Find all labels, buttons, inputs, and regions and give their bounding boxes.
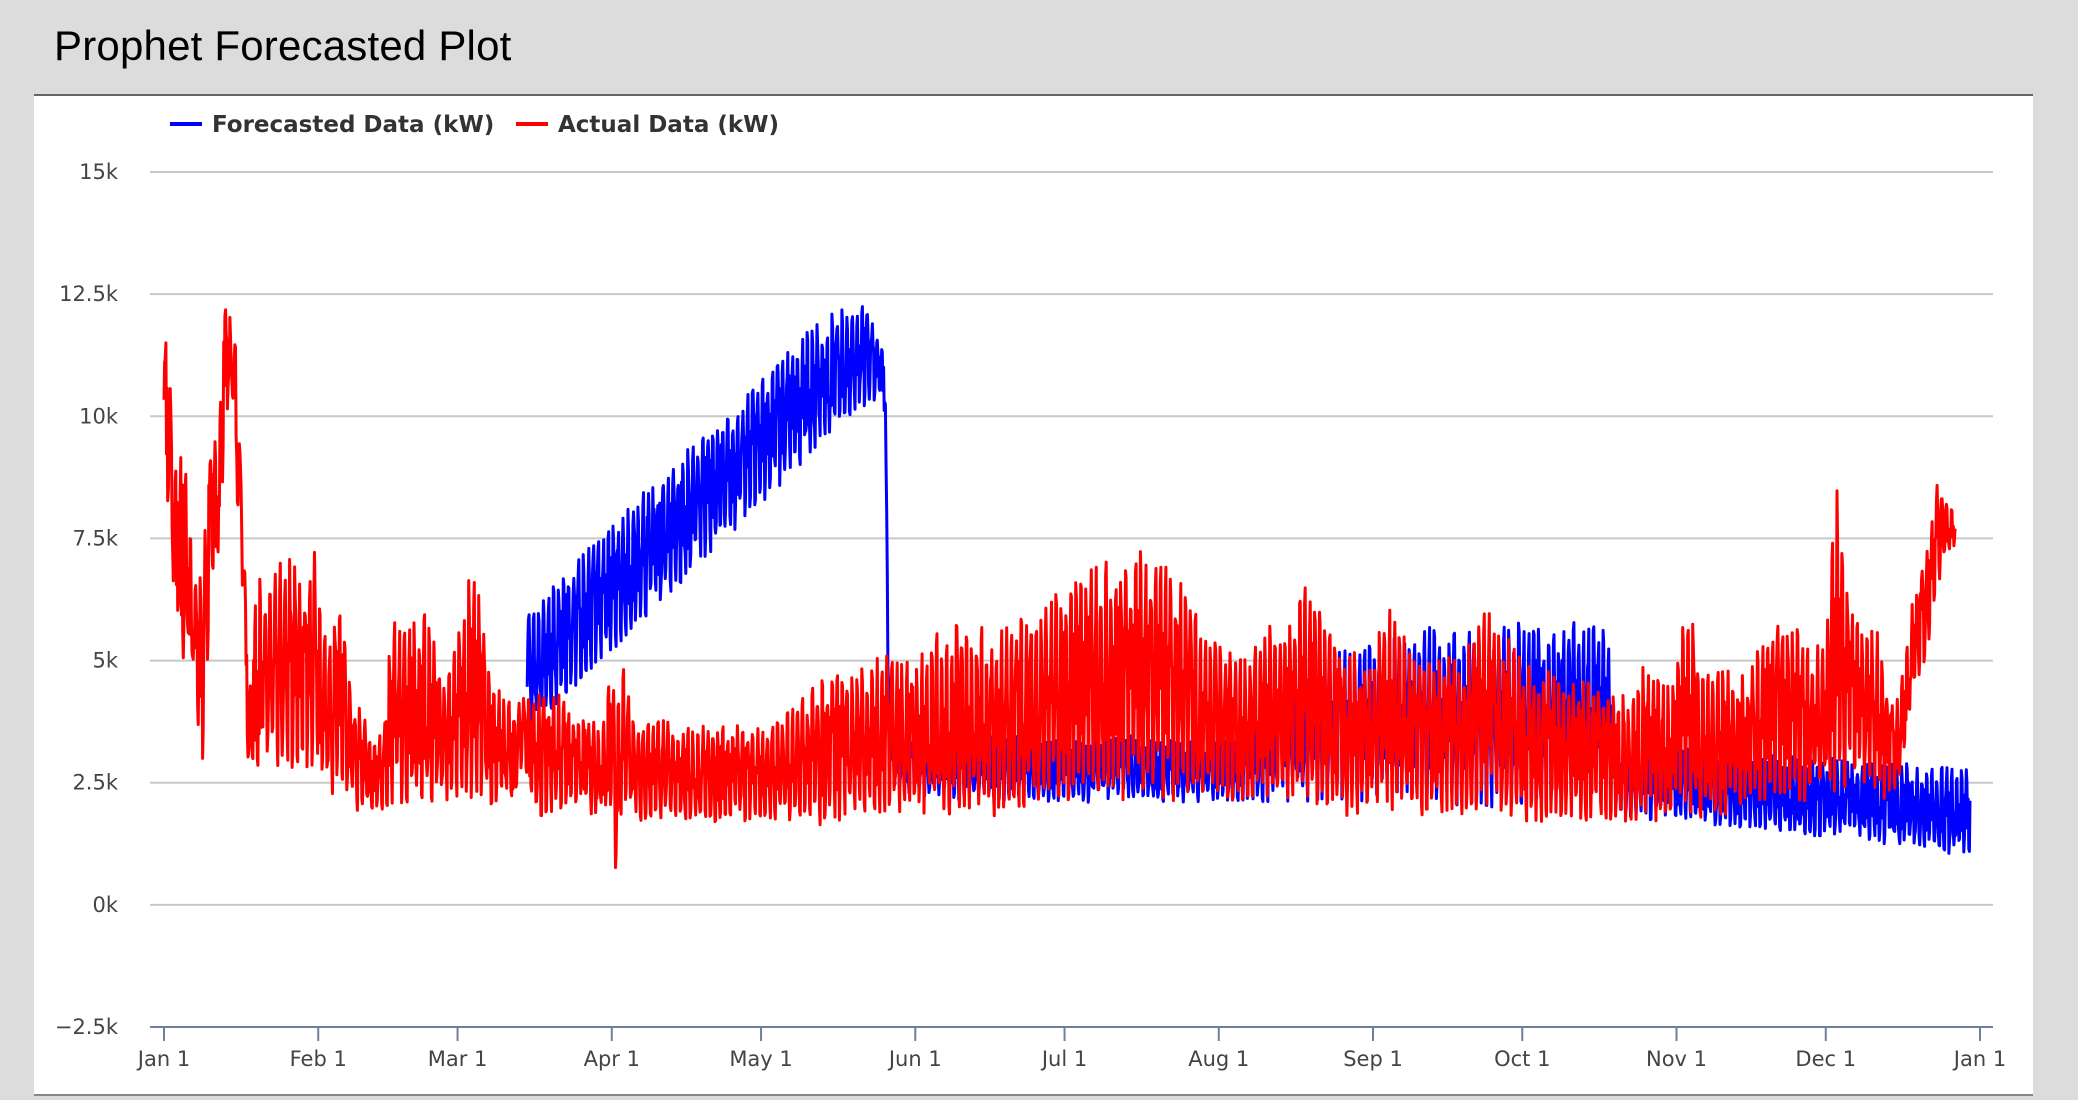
x-tick-label: Aug 1 [1188, 1047, 1249, 1071]
y-tick-label: 5k [92, 649, 118, 673]
x-tick-label: Feb 1 [290, 1047, 347, 1071]
legend-label: Forecasted Data (kW) [212, 112, 494, 138]
x-tick-label: Jan 1 [136, 1047, 190, 1071]
x-tick-label: Sep 1 [1343, 1047, 1403, 1071]
x-tick-label: Oct 1 [1494, 1047, 1550, 1071]
x-tick-label: May 1 [729, 1047, 792, 1071]
y-tick-label: 10k [79, 404, 119, 428]
x-tick-label: Jun 1 [887, 1047, 942, 1071]
y-tick-label: 15k [79, 160, 119, 184]
y-tick-label: 7.5k [72, 526, 118, 550]
x-axis: Jan 1 Feb 1 Mar 1 Apr 1 May 1 Jun 1 Jul 1 Aug 1… [136, 1026, 2006, 1071]
legend-item-forecasted[interactable]: Forecasted Data (kW) [170, 112, 494, 138]
y-tick-label: 12.5k [59, 282, 119, 306]
chart-panel-bottom-border [34, 1094, 2033, 1096]
page-title: Prophet Forecasted Plot [54, 22, 512, 69]
legend-label: Actual Data (kW) [558, 112, 779, 138]
chart-panel [34, 94, 2033, 1096]
legend[interactable]: Forecasted Data (kW) Actual Data (kW) [170, 112, 779, 138]
x-tick-label: Apr 1 [584, 1047, 640, 1071]
y-axis-tick-labels: −2.5k 0k 2.5k 5k 7.5k 10k 12.5k 15k [55, 160, 119, 1039]
x-tick-label: Jul 1 [1040, 1047, 1087, 1071]
x-tick-label: Nov 1 [1646, 1047, 1707, 1071]
y-tick-label: 0k [92, 893, 118, 917]
x-tick-label: Jan 1 [1952, 1047, 2006, 1071]
x-tick-label: Mar 1 [428, 1047, 488, 1071]
series-layer [162, 305, 1972, 869]
series-line-actual [162, 308, 1957, 869]
y-tick-label: 2.5k [72, 771, 118, 795]
y-tick-label: −2.5k [55, 1015, 119, 1039]
legend-item-actual[interactable]: Actual Data (kW) [516, 112, 779, 138]
x-tick-label: Dec 1 [1795, 1047, 1856, 1071]
